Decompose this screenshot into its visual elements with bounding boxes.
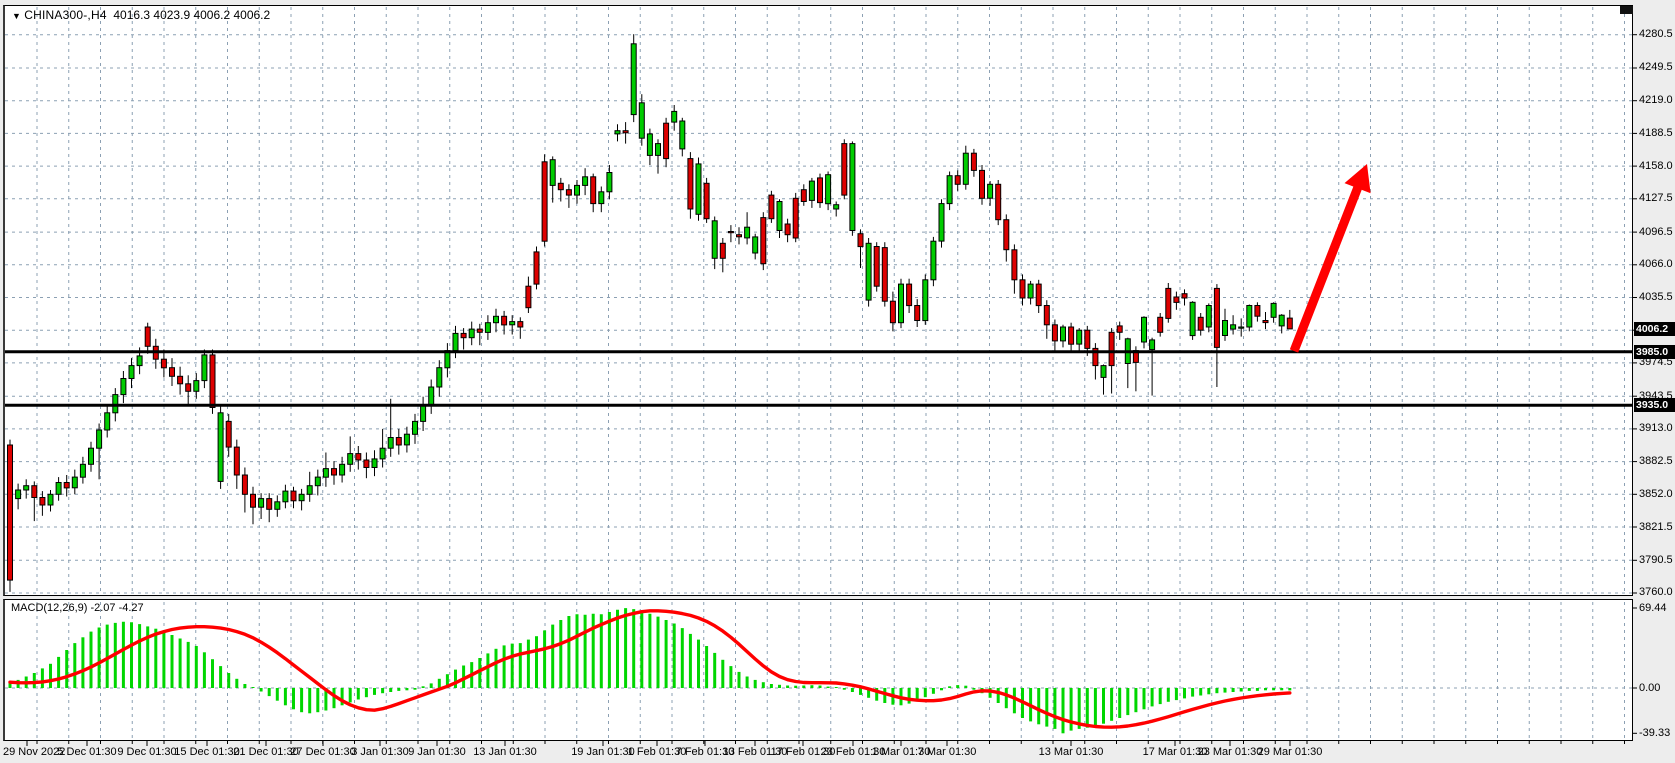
price-axis-label: 4096.5 xyxy=(1639,226,1673,238)
symbol-period-label: CHINA300-,H4 xyxy=(24,8,107,22)
time-axis-label: 23 Mar 01:30 xyxy=(1197,746,1263,758)
time-axis-label: 13 Feb 01:30 xyxy=(722,746,788,758)
time-axis-label: 17 Feb 01:30 xyxy=(770,746,836,758)
chart-shift-marker[interactable] xyxy=(1620,6,1633,14)
price-axis-label: 3974.5 xyxy=(1639,356,1673,368)
price-axis-label: 4219.0 xyxy=(1639,94,1673,106)
time-axis-label: 9 Dec 01:30 xyxy=(117,746,177,758)
time-axis-label: 13 Jan 01:30 xyxy=(473,746,537,758)
time-axis-label: 1 Feb 01:30 xyxy=(627,746,687,758)
price-axis-label: 3913.0 xyxy=(1639,422,1673,434)
price-chart-panel[interactable] xyxy=(3,5,1633,596)
macd-axis-label: -39.33 xyxy=(1639,727,1671,739)
macd-indicator-panel[interactable] xyxy=(3,599,1633,741)
macd-indicator-label: MACD(12,26,9) -2.07 -4.27 xyxy=(11,602,144,614)
time-axis-label: 5 Dec 01:30 xyxy=(57,746,117,758)
price-axis-label: 4035.5 xyxy=(1639,291,1673,303)
last-price-badge: 4006.2 xyxy=(1634,322,1675,336)
time-axis-label: 29 Mar 01:30 xyxy=(1257,746,1323,758)
price-axis-label: 4127.5 xyxy=(1639,192,1673,204)
price-axis-label: 3882.5 xyxy=(1639,455,1673,467)
time-axis-label: 19 Jan 01:30 xyxy=(571,746,635,758)
price-axis-label: 3790.5 xyxy=(1639,554,1673,566)
time-axis-label: 27 Dec 01:30 xyxy=(290,746,356,758)
collapse-triangle-icon[interactable]: ▼ xyxy=(12,11,21,21)
level-price-badge: 3935.0 xyxy=(1634,398,1675,412)
price-axis-label: 4188.5 xyxy=(1639,127,1673,139)
time-axis-label: 15 Dec 01:30 xyxy=(174,746,240,758)
chart-header: ▼ CHINA300-,H4 4016.3 4023.9 4006.2 4006… xyxy=(12,8,270,22)
price-axis-label: 4280.5 xyxy=(1639,28,1673,40)
time-axis-label: 7 Feb 01:30 xyxy=(675,746,735,758)
price-axis-label: 3760.0 xyxy=(1639,586,1673,598)
price-axis-label: 4249.5 xyxy=(1639,61,1673,73)
time-axis-label: 23 Feb 01:30 xyxy=(820,746,886,758)
macd-axis-label: 0.00 xyxy=(1639,682,1661,694)
price-axis-label: 3852.0 xyxy=(1639,488,1673,500)
level-price-badge: 3985.0 xyxy=(1634,345,1675,359)
time-axis-label: 21 Dec 01:30 xyxy=(233,746,299,758)
macd-axis-label: 69.44 xyxy=(1639,602,1667,614)
time-axis-label: 9 Jan 01:30 xyxy=(408,746,466,758)
price-axis-label: 4066.0 xyxy=(1639,258,1673,270)
time-axis-label: 3 Jan 01:30 xyxy=(351,746,409,758)
time-axis-label: 7 Mar 01:30 xyxy=(917,746,977,758)
ohlc-values-label: 4016.3 4023.9 4006.2 4006.2 xyxy=(113,8,271,22)
time-axis-label: 13 Mar 01:30 xyxy=(1038,746,1104,758)
price-axis-label: 3821.5 xyxy=(1639,521,1673,533)
time-axis-label: 29 Nov 2022 xyxy=(3,746,66,758)
time-axis-label: 17 Mar 01:30 xyxy=(1142,746,1208,758)
time-axis-label: 1 Mar 01:30 xyxy=(871,746,931,758)
price-axis-label: 4158.0 xyxy=(1639,160,1673,172)
